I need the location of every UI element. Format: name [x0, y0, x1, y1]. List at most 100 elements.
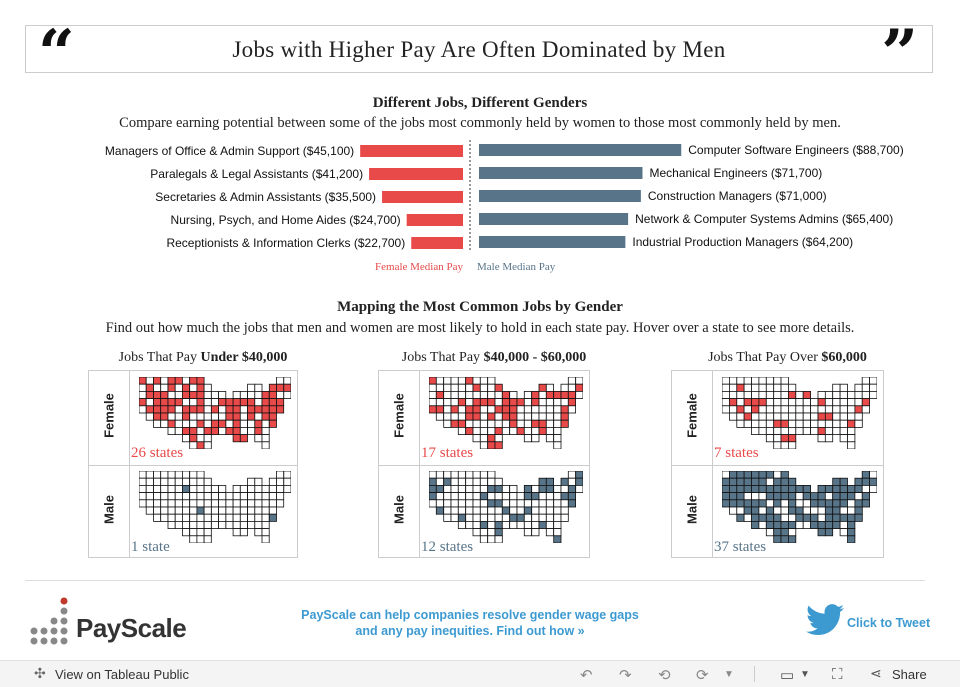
state-shape[interactable] [773, 398, 782, 407]
state-shape[interactable] [751, 492, 760, 501]
state-shape[interactable] [553, 535, 562, 543]
state-shape[interactable] [531, 492, 540, 501]
state-shape[interactable] [160, 390, 169, 399]
state-shape[interactable] [509, 412, 518, 421]
state-shape[interactable] [472, 513, 481, 522]
state-shape[interactable] [174, 506, 183, 515]
state-shape[interactable] [494, 405, 503, 414]
state-shape[interactable] [861, 398, 870, 407]
state-shape[interactable] [780, 434, 789, 443]
state-shape[interactable] [472, 506, 481, 515]
state-shape[interactable] [283, 383, 291, 392]
state-shape[interactable] [817, 390, 826, 399]
state-shape[interactable] [773, 492, 782, 501]
state-shape[interactable] [494, 506, 503, 515]
state-shape[interactable] [560, 492, 569, 501]
state-shape[interactable] [795, 484, 804, 493]
state-shape[interactable] [218, 521, 227, 530]
state-shape[interactable] [429, 383, 437, 392]
state-shape[interactable] [795, 398, 804, 407]
state-shape[interactable] [487, 513, 496, 522]
state-shape[interactable] [189, 398, 198, 407]
state-shape[interactable] [247, 419, 256, 428]
state-shape[interactable] [839, 528, 848, 537]
state-shape[interactable] [487, 383, 496, 392]
state-shape[interactable] [465, 398, 474, 407]
state-shape[interactable] [780, 383, 789, 392]
state-shape[interactable] [487, 434, 496, 443]
state-shape[interactable] [523, 499, 533, 508]
state-shape[interactable] [854, 383, 863, 392]
state-shape[interactable] [218, 405, 227, 414]
state-shape[interactable] [443, 390, 452, 399]
state-shape[interactable] [174, 427, 183, 436]
state-shape[interactable] [560, 484, 569, 493]
state-shape[interactable] [531, 484, 540, 493]
state-shape[interactable] [839, 434, 848, 443]
state-shape[interactable] [472, 521, 481, 530]
state-shape[interactable] [450, 398, 459, 407]
state-shape[interactable] [751, 484, 760, 493]
state-shape[interactable] [479, 521, 488, 530]
state-shape[interactable] [254, 484, 263, 493]
state-shape[interactable] [751, 383, 760, 392]
state-shape[interactable] [516, 506, 525, 515]
state-shape[interactable] [839, 477, 848, 486]
state-shape[interactable] [261, 427, 270, 436]
state-shape[interactable] [531, 513, 540, 522]
state-shape[interactable] [487, 412, 496, 421]
state-shape[interactable] [861, 484, 870, 493]
state-shape[interactable] [261, 528, 270, 537]
state-shape[interactable] [182, 390, 191, 399]
state-shape[interactable] [139, 383, 147, 392]
state-shape[interactable] [268, 405, 277, 414]
state-shape[interactable] [560, 506, 569, 515]
state-shape[interactable] [479, 441, 488, 449]
state-shape[interactable] [443, 398, 452, 407]
state-shape[interactable] [545, 484, 555, 493]
state-shape[interactable] [174, 471, 183, 479]
state-shape[interactable] [765, 484, 775, 493]
state-shape[interactable] [472, 434, 481, 443]
tweet-button[interactable]: Click to Tweet [806, 604, 936, 638]
state-shape[interactable] [773, 390, 782, 399]
state-shape[interactable] [203, 441, 212, 449]
state-shape[interactable] [824, 434, 834, 443]
state-shape[interactable] [523, 434, 533, 443]
state-shape[interactable] [788, 383, 797, 392]
state-shape[interactable] [501, 427, 511, 436]
state-shape[interactable] [189, 477, 198, 486]
state-shape[interactable] [182, 499, 191, 508]
state-shape[interactable] [261, 506, 270, 515]
state-shape[interactable] [494, 492, 503, 501]
state-shape[interactable] [268, 506, 277, 515]
state-shape[interactable] [567, 390, 577, 399]
state-shape[interactable] [196, 390, 205, 399]
state-shape[interactable] [494, 398, 503, 407]
state-shape[interactable] [472, 377, 481, 385]
state-shape[interactable] [139, 390, 147, 399]
state-shape[interactable] [139, 477, 147, 486]
state-shape[interactable] [153, 377, 162, 385]
state-shape[interactable] [450, 499, 459, 508]
state-shape[interactable] [810, 492, 819, 501]
state-shape[interactable] [167, 427, 176, 436]
state-shape[interactable] [802, 419, 811, 428]
state-shape[interactable] [465, 492, 474, 501]
state-shape[interactable] [538, 405, 547, 414]
state-shape[interactable] [802, 513, 811, 522]
state-shape[interactable] [435, 471, 445, 479]
state-shape[interactable] [773, 427, 782, 436]
state-shape[interactable] [765, 528, 775, 537]
promo-link[interactable]: PayScale can help companies resolve gend… [280, 607, 660, 639]
state-shape[interactable] [174, 419, 183, 428]
state-shape[interactable] [203, 521, 212, 530]
state-shape[interactable] [174, 398, 183, 407]
state-shape[interactable] [869, 377, 877, 385]
female-bar[interactable] [382, 191, 463, 203]
state-shape[interactable] [743, 471, 752, 479]
state-shape[interactable] [560, 419, 569, 428]
state-shape[interactable] [465, 471, 474, 479]
state-shape[interactable] [472, 477, 481, 486]
state-shape[interactable] [139, 405, 147, 414]
